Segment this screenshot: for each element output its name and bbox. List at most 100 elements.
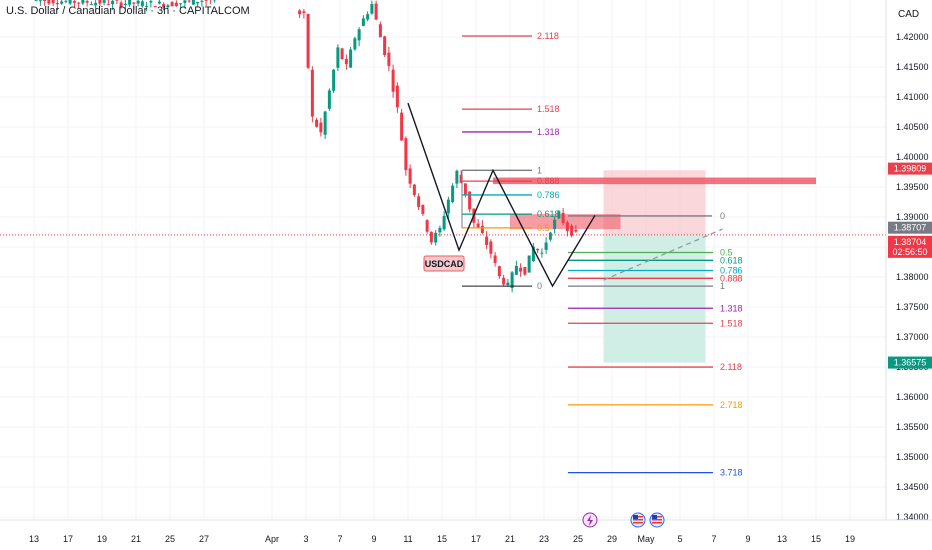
candle-body bbox=[510, 272, 514, 288]
candle-body bbox=[489, 241, 493, 254]
fib-level-label: 1.318 bbox=[720, 303, 743, 313]
price-tick-label: 1.35500 bbox=[896, 422, 929, 432]
time-tick-label: 19 bbox=[845, 534, 855, 544]
flag-stripe bbox=[652, 522, 662, 524]
candle-body bbox=[68, 0, 72, 4]
time-tick-label: 19 bbox=[97, 534, 107, 544]
time-tick-label: 9 bbox=[745, 534, 750, 544]
zone-top-price-text: 1.39809 bbox=[894, 164, 927, 174]
price-tick-label: 1.34500 bbox=[896, 482, 929, 492]
candle-body bbox=[89, 4, 93, 6]
candle-body bbox=[77, 2, 81, 4]
candle-body bbox=[468, 191, 472, 210]
candle-body bbox=[128, 0, 132, 5]
candle-body bbox=[357, 29, 361, 41]
candle-body bbox=[157, 1, 161, 4]
candle-body bbox=[149, 1, 153, 3]
target-price-text: 1.36575 bbox=[894, 358, 927, 368]
candle-body bbox=[323, 111, 327, 135]
candle-body bbox=[145, 6, 149, 8]
candle-body bbox=[493, 255, 497, 263]
candle-body bbox=[497, 266, 501, 277]
fib-level-label: 0.5 bbox=[537, 223, 550, 233]
candle-body bbox=[506, 282, 510, 286]
candle-body bbox=[38, 0, 42, 2]
price-tick-label: 1.34000 bbox=[896, 512, 929, 522]
candle-body bbox=[183, 0, 187, 3]
candle-body bbox=[60, 1, 64, 4]
candle-body bbox=[451, 185, 455, 202]
candle-body bbox=[34, 0, 38, 1]
harmonic-pattern-lines[interactable] bbox=[407, 102, 723, 288]
symbol-label-group: USDCAD bbox=[423, 255, 465, 272]
candle-body bbox=[502, 277, 506, 285]
us-flag-event-icon bbox=[649, 512, 665, 528]
candle-body bbox=[153, 6, 157, 8]
time-tick-label: 7 bbox=[711, 534, 716, 544]
candle-body bbox=[421, 204, 425, 214]
candle-body bbox=[429, 231, 433, 243]
candle-body bbox=[408, 168, 412, 184]
price-axis[interactable]: 1.42000 1.41500 1.41000 1.40500 1.40000 1.395… bbox=[885, 0, 929, 522]
fib-level-label: 1.318 bbox=[537, 127, 560, 137]
event-icons[interactable] bbox=[582, 512, 665, 528]
candle-body bbox=[204, 0, 208, 1]
time-tick-label: Apr bbox=[265, 534, 279, 544]
price-tick-label: 1.41000 bbox=[896, 92, 929, 102]
time-tick-label: 13 bbox=[777, 534, 787, 544]
candle-body bbox=[353, 38, 357, 50]
candle-body bbox=[336, 47, 340, 68]
close-price-badge bbox=[888, 221, 932, 234]
candle-body bbox=[47, 0, 51, 4]
candle-body bbox=[442, 215, 446, 230]
candle-body bbox=[544, 242, 548, 250]
candle-body bbox=[119, 2, 123, 7]
current-price-badge bbox=[888, 235, 932, 258]
time-tick-label: 13 bbox=[29, 534, 39, 544]
candle-body bbox=[514, 265, 518, 275]
candle-body bbox=[553, 219, 557, 230]
candle-body bbox=[332, 69, 336, 91]
candle-body bbox=[361, 18, 365, 26]
candle-body bbox=[349, 49, 353, 68]
candle-body bbox=[136, 0, 140, 4]
flag-canton bbox=[633, 515, 638, 519]
time-tick-label: 21 bbox=[505, 534, 515, 544]
price-tick-label: 1.42000 bbox=[896, 32, 929, 42]
fibonacci-levels[interactable]: 2.1181.5181.31810.8880.7860.6180.5000.50… bbox=[461, 31, 743, 478]
candle-body bbox=[106, 4, 110, 6]
candle-body bbox=[111, 0, 115, 5]
zone-top-price-badge bbox=[888, 162, 932, 175]
candle-body bbox=[378, 24, 382, 38]
candle-body bbox=[425, 220, 429, 232]
currency-label: CAD bbox=[898, 9, 920, 20]
candle-body bbox=[417, 196, 421, 207]
candle-body bbox=[162, 4, 166, 8]
candle-body bbox=[43, 0, 47, 2]
candle-body bbox=[306, 14, 310, 68]
time-tick-label: May bbox=[637, 534, 655, 544]
candle-body bbox=[476, 223, 480, 228]
candle-body bbox=[81, 0, 85, 4]
time-tick-label: 11 bbox=[403, 534, 412, 544]
price-tick-label: 1.38000 bbox=[896, 272, 929, 282]
candle-body bbox=[391, 69, 395, 92]
candle-body bbox=[132, 2, 136, 4]
candle-body bbox=[140, 1, 144, 7]
candle-body bbox=[51, 0, 55, 4]
fib-level-label: 1.518 bbox=[720, 318, 743, 328]
close-price-text: 1.38707 bbox=[894, 223, 927, 233]
candle-body bbox=[94, 2, 98, 6]
candle-body bbox=[123, 3, 127, 6]
time-axis[interactable]: 13 17 19 21 25 27 Apr 3 7 9 11 15 17 21 23 25 29 May 5 7 9 13… bbox=[0, 519, 932, 544]
candlesticks bbox=[34, 0, 578, 293]
fib-level-label: 2.118 bbox=[720, 362, 742, 372]
supply-zone bbox=[493, 177, 816, 185]
candle-body bbox=[565, 222, 569, 231]
us-flag-event-icon bbox=[630, 512, 646, 528]
candle-body bbox=[438, 227, 442, 233]
candle-body bbox=[548, 232, 552, 240]
fib-level-label: 0.786 bbox=[537, 190, 560, 200]
